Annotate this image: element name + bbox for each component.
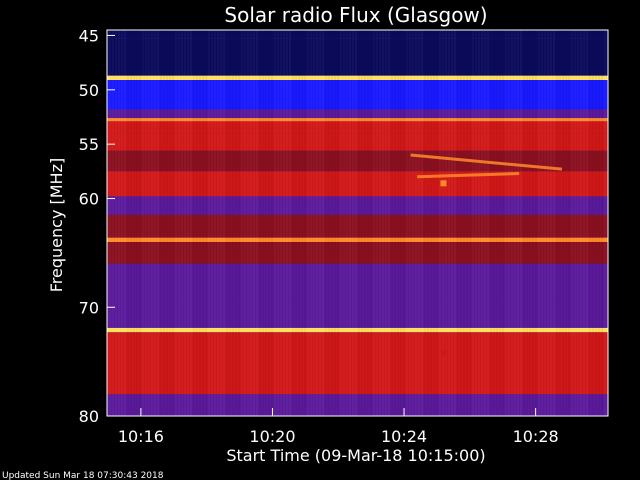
band-6 (107, 121, 608, 134)
plot-frame (106, 29, 609, 417)
y-tick-label: 55 (79, 135, 99, 154)
band-7 (107, 133, 608, 151)
band-11 (107, 214, 608, 238)
band-14 (107, 263, 608, 302)
chart-title: Solar radio Flux (Glasgow) (224, 3, 487, 27)
band-1 (107, 38, 608, 76)
band-15 (107, 301, 608, 328)
burst-dot-3 (440, 349, 447, 356)
y-axis: 45 50 55 60 70 80 (79, 26, 115, 426)
band-18 (107, 394, 608, 416)
x-tick-label: 10:16 (118, 427, 164, 446)
x-tick-label: 10:28 (513, 427, 559, 446)
y-tick-label: 50 (79, 81, 99, 100)
x-tick-label: 10:20 (249, 427, 295, 446)
y-tick-label: 60 (79, 190, 99, 209)
y-tick-label: 45 (79, 26, 99, 45)
band-2 (107, 75, 608, 81)
band-5 (107, 118, 608, 122)
band-16 (107, 327, 608, 333)
band-13 (107, 242, 608, 264)
y-tick-label: 70 (79, 298, 99, 317)
band-17 (107, 332, 608, 395)
burst-streak-0 (410, 153, 563, 171)
x-axis: 10:16 10:20 10:24 10:28 (118, 408, 559, 446)
band-12 (107, 237, 608, 243)
burst-streak-1 (417, 172, 520, 179)
burst-dot-2 (440, 180, 447, 187)
band-9 (107, 171, 608, 197)
x-axis-label: Start Time (09-Mar-18 10:15:00) (226, 446, 485, 465)
band-10 (107, 196, 608, 215)
update-timestamp: Updated Sun Mar 18 07:30:43 2018 (2, 471, 164, 480)
band-4 (107, 109, 608, 119)
band-8 (107, 150, 608, 172)
y-axis-label: Frequency [MHz] (47, 158, 66, 292)
x-tick-label: 10:24 (381, 427, 427, 446)
y-tick-label: 80 (79, 407, 99, 426)
band-0 (107, 30, 608, 39)
plot-area (106, 29, 609, 417)
band-3 (107, 80, 608, 110)
